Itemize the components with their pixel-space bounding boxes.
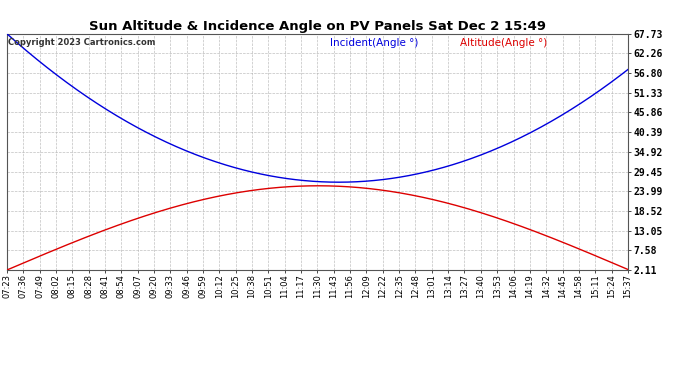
Text: Altitude(Angle °): Altitude(Angle °)	[460, 39, 547, 48]
Title: Sun Altitude & Incidence Angle on PV Panels Sat Dec 2 15:49: Sun Altitude & Incidence Angle on PV Pan…	[89, 20, 546, 33]
Text: Copyright 2023 Cartronics.com: Copyright 2023 Cartronics.com	[8, 39, 155, 48]
Text: Incident(Angle °): Incident(Angle °)	[330, 39, 418, 48]
